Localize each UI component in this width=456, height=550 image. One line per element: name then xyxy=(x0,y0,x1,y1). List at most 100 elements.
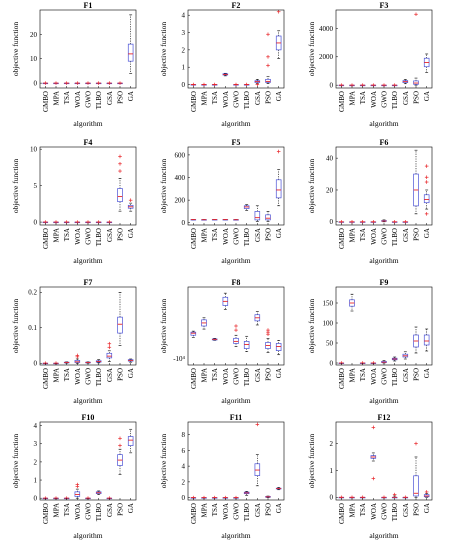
box-woa xyxy=(370,83,377,87)
x-tick-label: GSA xyxy=(254,368,262,382)
panel-f3: F3 0 2000 4000 GMBO MPA TSA WOA GWO TLBO GSA PSO GA a… xyxy=(307,1,433,128)
outlier-marker xyxy=(276,149,281,154)
x-tick-label: MPA xyxy=(349,228,357,243)
box-body xyxy=(127,43,134,62)
x-tick-label: WOA xyxy=(370,91,378,108)
box-gwo xyxy=(233,219,239,221)
x-tick-label: PSO xyxy=(117,368,125,381)
x-tick-label: TLBO xyxy=(243,228,251,246)
x-tick-label: TLBO xyxy=(243,503,251,521)
y-tick-label: 200 xyxy=(175,197,186,205)
outlier-marker xyxy=(107,81,112,85)
box-tlbo xyxy=(243,491,250,496)
box-gwo xyxy=(381,219,387,223)
y-axis-label: objective function xyxy=(159,22,168,77)
x-tick-label: WOA xyxy=(222,91,230,108)
box-gsa xyxy=(254,422,261,487)
y-tick-label: 8 xyxy=(182,431,186,439)
x-tick-label: GWO xyxy=(381,503,389,520)
x-axis-label: algorithm xyxy=(221,119,250,128)
box-gsa xyxy=(254,79,261,87)
x-tick-label: GSA xyxy=(402,91,410,105)
box-ga xyxy=(127,14,134,74)
box-body xyxy=(265,214,271,221)
box-ga xyxy=(275,9,282,59)
y-axis-label: objective function xyxy=(307,159,316,214)
outlier-marker xyxy=(266,332,270,337)
x-tick-label: PSO xyxy=(413,503,421,516)
box-woa xyxy=(222,292,229,310)
x-tick-label: WOA xyxy=(74,91,82,108)
x-tick-label: TSA xyxy=(211,368,219,381)
box-tlbo xyxy=(243,335,250,352)
x-tick-label: MPA xyxy=(201,368,209,383)
box-woa xyxy=(222,219,229,221)
box-tsa xyxy=(359,220,366,224)
box-gsa xyxy=(106,341,113,362)
box-tlbo xyxy=(391,356,398,362)
x-tick-label: GSA xyxy=(402,503,410,517)
box-pso xyxy=(117,292,123,346)
y-tick-label: 10 xyxy=(30,55,38,63)
outlier-marker xyxy=(118,154,122,159)
outlier-marker xyxy=(266,32,270,37)
panel-f8: F8 -10⁴ GMBO MPA TSA WOA GWO TLBO GSA PSO GA algori… xyxy=(159,278,285,405)
x-tick-label: TLBO xyxy=(95,503,103,521)
panel-f2: F2 0 1 2 3 4 GMBO MPA TSA WOA GWO TLBO GSA PSO GA algor… xyxy=(159,1,285,128)
outlier-marker xyxy=(128,198,133,203)
outlier-marker xyxy=(255,82,260,87)
outlier-marker xyxy=(118,169,122,173)
x-tick-label: MPA xyxy=(53,228,61,243)
x-tick-label: WOA xyxy=(74,503,82,520)
box-ga xyxy=(275,340,282,356)
outlier-marker xyxy=(75,81,80,85)
y-tick-label: 0.2 xyxy=(28,289,37,297)
x-tick-label: MPA xyxy=(201,503,209,518)
x-tick-label: TLBO xyxy=(95,228,103,246)
x-tick-label: WOA xyxy=(370,228,378,245)
x-tick-label: TSA xyxy=(359,503,367,516)
panel-title: F12 xyxy=(378,413,391,422)
box-mpa xyxy=(53,81,59,85)
x-tick-label: GSA xyxy=(402,228,410,242)
x-tick-label: GA xyxy=(127,228,135,238)
box-gwo xyxy=(85,361,91,364)
box-ga xyxy=(275,487,282,491)
x-tick-label: TSA xyxy=(63,503,71,516)
y-tick-label: 0 xyxy=(34,495,38,503)
x-tick-label: GWO xyxy=(85,228,93,245)
box-tlbo xyxy=(95,490,102,495)
x-tick-label: GMBO xyxy=(190,91,198,112)
x-tick-label: MPA xyxy=(349,503,357,518)
x-tick-label: TSA xyxy=(211,503,219,516)
x-tick-label: GSA xyxy=(254,91,262,105)
box-gmbo xyxy=(190,219,197,221)
box-woa xyxy=(222,495,229,500)
x-tick-label: PSO xyxy=(117,228,125,241)
box-ga xyxy=(275,149,282,207)
x-tick-label: GWO xyxy=(85,91,93,108)
x-tick-label: GWO xyxy=(233,368,241,385)
x-tick-label: WOA xyxy=(222,228,230,245)
x-tick-label: PSO xyxy=(265,91,273,104)
box-body xyxy=(117,316,123,334)
box-gsa xyxy=(254,311,261,326)
box-woa xyxy=(74,220,81,224)
y-axis-label: objective function xyxy=(11,159,20,214)
x-tick-label: GMBO xyxy=(338,368,346,389)
box-body xyxy=(275,343,282,351)
x-tick-label: TLBO xyxy=(391,91,399,109)
x-tick-label: WOA xyxy=(74,368,82,385)
y-tick-label: 50 xyxy=(326,339,334,347)
outlier-marker xyxy=(424,180,429,184)
x-tick-label: MPA xyxy=(201,228,209,243)
y-tick-label: 4 xyxy=(182,463,186,471)
x-tick-label: GWO xyxy=(85,368,93,385)
box-body xyxy=(127,436,134,446)
outlier-marker xyxy=(255,422,260,427)
x-tick-label: TLBO xyxy=(391,368,399,386)
outlier-marker xyxy=(424,490,429,494)
panel-title: F5 xyxy=(232,138,241,147)
y-axis-label: objective function xyxy=(159,299,168,354)
box-pso xyxy=(413,12,419,86)
